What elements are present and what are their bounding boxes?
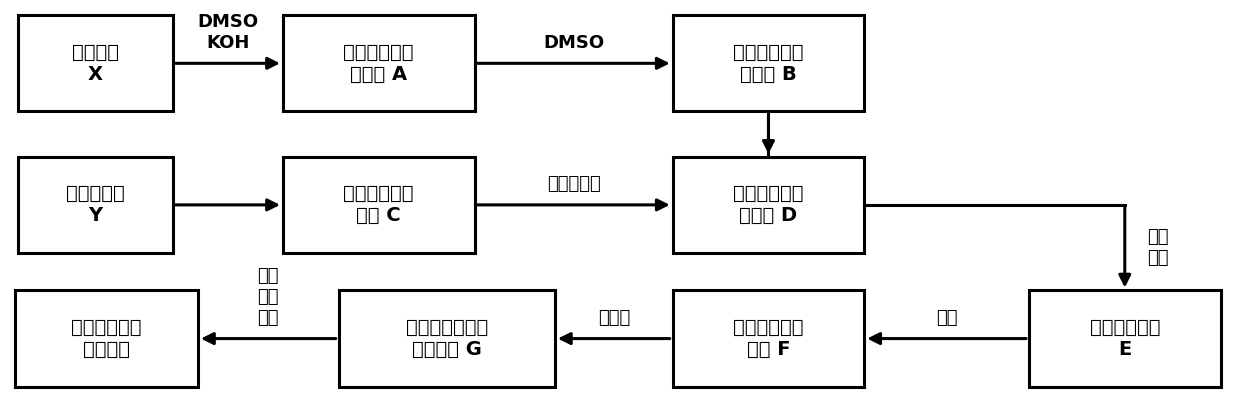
Text: 洗涤: 洗涤	[936, 309, 957, 327]
Text: 水分散纳米纤维
复合体系 G: 水分散纳米纤维 复合体系 G	[405, 318, 487, 359]
Bar	[19, 157, 172, 253]
Bar	[283, 15, 475, 112]
Bar	[672, 290, 864, 387]
Text: 高剪切混合: 高剪切混合	[547, 175, 600, 193]
Text: 混合纳米纤维
胶体 F: 混合纳米纤维 胶体 F	[733, 318, 804, 359]
Bar	[15, 290, 198, 387]
Text: 复合纳米纤维
透明薄膜: 复合纳米纤维 透明薄膜	[72, 318, 141, 359]
Bar	[1029, 290, 1220, 387]
Text: 芳纶纤维
X: 芳纶纤维 X	[72, 43, 119, 84]
Text: 混合纳米纤维
分散液 D: 混合纳米纤维 分散液 D	[733, 185, 804, 225]
Text: 纳米纤维素悬
浮液 C: 纳米纤维素悬 浮液 C	[343, 185, 414, 225]
Text: 真空
抽滤: 真空 抽滤	[1147, 228, 1168, 267]
Bar	[672, 15, 864, 112]
Text: 再分散: 再分散	[598, 309, 630, 327]
Text: 芳纶纳米纤维
分散液 B: 芳纶纳米纤维 分散液 B	[733, 43, 804, 84]
Text: DMSO
KOH: DMSO KOH	[197, 13, 258, 51]
Bar	[19, 15, 172, 112]
Bar	[672, 157, 864, 253]
Text: 混合纳米纤维
E: 混合纳米纤维 E	[1090, 318, 1161, 359]
Bar	[283, 157, 475, 253]
Text: 纳米纤维素
Y: 纳米纤维素 Y	[66, 185, 125, 225]
Text: DMSO: DMSO	[543, 34, 604, 51]
Text: 抽滤
压榨
干燥: 抽滤 压榨 干燥	[258, 267, 279, 327]
Text: 芳纶纳米纤维
分散液 A: 芳纶纳米纤维 分散液 A	[343, 43, 414, 84]
Bar	[339, 290, 556, 387]
